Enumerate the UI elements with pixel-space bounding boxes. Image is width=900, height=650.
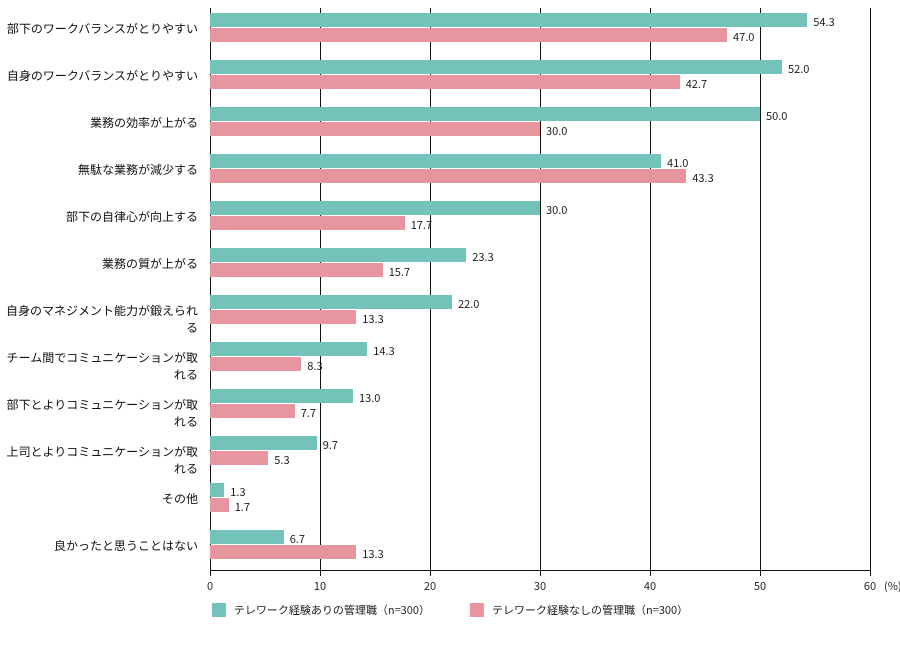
gridline bbox=[430, 8, 431, 570]
x-axis bbox=[210, 570, 870, 571]
bar-with_exp bbox=[210, 13, 807, 27]
category-label: 無駄な業務が減少する bbox=[0, 161, 198, 178]
bar-without_exp bbox=[210, 451, 268, 465]
category-label: 良かったと思うことはない bbox=[0, 537, 198, 554]
telework-benefits-chart: 0 10 20 30 40 50 60(%) 部下のワークバランスがとりやすい 54.3 47.0… bbox=[0, 0, 900, 650]
legend-item-with_exp: テレワーク経験ありの管理職（n=300） bbox=[212, 602, 430, 618]
bar-with_exp bbox=[210, 248, 466, 262]
bar-value-label: 15.7 bbox=[389, 264, 410, 280]
bar-value-label: 42.7 bbox=[686, 76, 707, 92]
bar-with_exp bbox=[210, 436, 317, 450]
legend-label: テレワーク経験なしの管理職（n=300） bbox=[492, 602, 688, 618]
gridline bbox=[320, 8, 321, 570]
bar-value-label: 5.3 bbox=[274, 452, 289, 468]
gridline bbox=[540, 8, 541, 570]
bar-with_exp bbox=[210, 107, 760, 121]
bar-value-label: 13.3 bbox=[362, 311, 383, 327]
bar-without_exp bbox=[210, 75, 680, 89]
bar-value-label: 30.0 bbox=[546, 123, 567, 139]
bar-with_exp bbox=[210, 530, 284, 544]
category-label: 部下の自律心が向上する bbox=[0, 208, 198, 225]
bar-value-label: 1.3 bbox=[230, 484, 245, 500]
bar-value-label: 17.7 bbox=[411, 217, 432, 233]
bar-value-label: 14.3 bbox=[373, 343, 394, 359]
bar-with_exp bbox=[210, 483, 224, 497]
bar-without_exp bbox=[210, 498, 229, 512]
category-label: 自身のワークバランスがとりやすい bbox=[0, 67, 198, 84]
x-axis-unit: (%) bbox=[884, 578, 900, 594]
category-label: その他 bbox=[0, 490, 198, 507]
x-tick-label: 50 bbox=[745, 578, 775, 594]
bar-without_exp bbox=[210, 310, 356, 324]
bar-with_exp bbox=[210, 389, 353, 403]
bar-without_exp bbox=[210, 169, 686, 183]
bar-with_exp bbox=[210, 295, 452, 309]
bar-value-label: 54.3 bbox=[813, 14, 834, 30]
x-tick-label: 30 bbox=[525, 578, 555, 594]
bar-value-label: 8.3 bbox=[307, 358, 322, 374]
gridline bbox=[650, 8, 651, 570]
bar-without_exp bbox=[210, 216, 405, 230]
bar-value-label: 22.0 bbox=[458, 296, 479, 312]
bar-value-label: 13.3 bbox=[362, 546, 383, 562]
x-tick-label: 60 bbox=[855, 578, 885, 594]
bar-without_exp bbox=[210, 122, 540, 136]
category-label: 上司とよりコミュニケーションが取れる bbox=[0, 443, 198, 477]
x-tick-label: 20 bbox=[415, 578, 445, 594]
category-label: 業務の効率が上がる bbox=[0, 114, 198, 131]
bar-value-label: 9.7 bbox=[323, 437, 338, 453]
bar-value-label: 30.0 bbox=[546, 202, 567, 218]
category-label: 部下とよりコミュニケーションが取れる bbox=[0, 396, 198, 430]
bar-value-label: 7.7 bbox=[301, 405, 316, 421]
bar-value-label: 43.3 bbox=[692, 170, 713, 186]
x-tick-label: 10 bbox=[305, 578, 335, 594]
bar-value-label: 1.7 bbox=[235, 499, 250, 515]
x-tick-mark bbox=[870, 570, 871, 576]
legend-swatch bbox=[470, 603, 484, 617]
bar-value-label: 50.0 bbox=[766, 108, 787, 124]
legend-item-without_exp: テレワーク経験なしの管理職（n=300） bbox=[470, 602, 688, 618]
x-tick-label: 40 bbox=[635, 578, 665, 594]
bar-value-label: 23.3 bbox=[472, 249, 493, 265]
legend-swatch bbox=[212, 603, 226, 617]
bar-value-label: 13.0 bbox=[359, 390, 380, 406]
category-label: 業務の質が上がる bbox=[0, 255, 198, 272]
bar-with_exp bbox=[210, 201, 540, 215]
x-tick-label: 0 bbox=[195, 578, 225, 594]
bar-value-label: 52.0 bbox=[788, 61, 809, 77]
bar-without_exp bbox=[210, 404, 295, 418]
bar-without_exp bbox=[210, 545, 356, 559]
bar-without_exp bbox=[210, 263, 383, 277]
category-label: 自身のマネジメント能力が鍛えられる bbox=[0, 302, 198, 336]
bar-value-label: 47.0 bbox=[733, 29, 754, 45]
legend-label: テレワーク経験ありの管理職（n=300） bbox=[234, 602, 430, 618]
category-label: 部下のワークバランスがとりやすい bbox=[0, 20, 198, 37]
bar-without_exp bbox=[210, 28, 727, 42]
gridline bbox=[760, 8, 761, 570]
bar-with_exp bbox=[210, 154, 661, 168]
bar-without_exp bbox=[210, 357, 301, 371]
category-label: チーム間でコミュニケーションが取れる bbox=[0, 349, 198, 383]
legend: テレワーク経験ありの管理職（n=300） テレワーク経験なしの管理職（n=300） bbox=[212, 602, 688, 618]
bar-with_exp bbox=[210, 342, 367, 356]
bar-with_exp bbox=[210, 60, 782, 74]
gridline bbox=[870, 8, 871, 570]
